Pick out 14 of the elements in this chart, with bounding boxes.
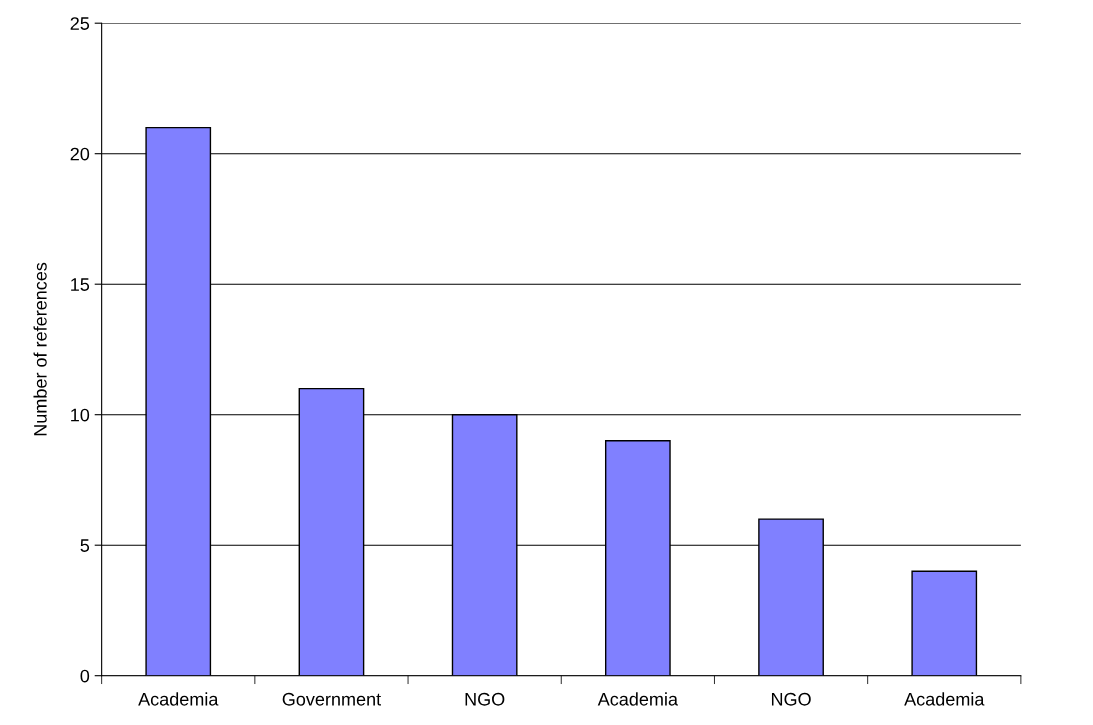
y-tick-label: 0	[80, 669, 90, 683]
bar	[911, 570, 978, 676]
y-tick-label: 15	[71, 278, 90, 291]
y-tick-label: 5	[80, 539, 90, 552]
y-axis-title: Number of references	[33, 262, 47, 436]
y-tick-label: 10	[71, 408, 90, 422]
x-tick-label: Academia	[138, 692, 219, 706]
x-tick-label: Academia	[597, 692, 678, 706]
x-tick-label: NGO	[465, 692, 505, 706]
x-tick-label: Academia	[904, 692, 985, 706]
y-tick-label: 20	[70, 147, 90, 161]
y-tick-label: 25	[70, 17, 90, 30]
x-tick-label: Government	[282, 692, 381, 706]
x-tick-label: NGO	[771, 692, 811, 706]
